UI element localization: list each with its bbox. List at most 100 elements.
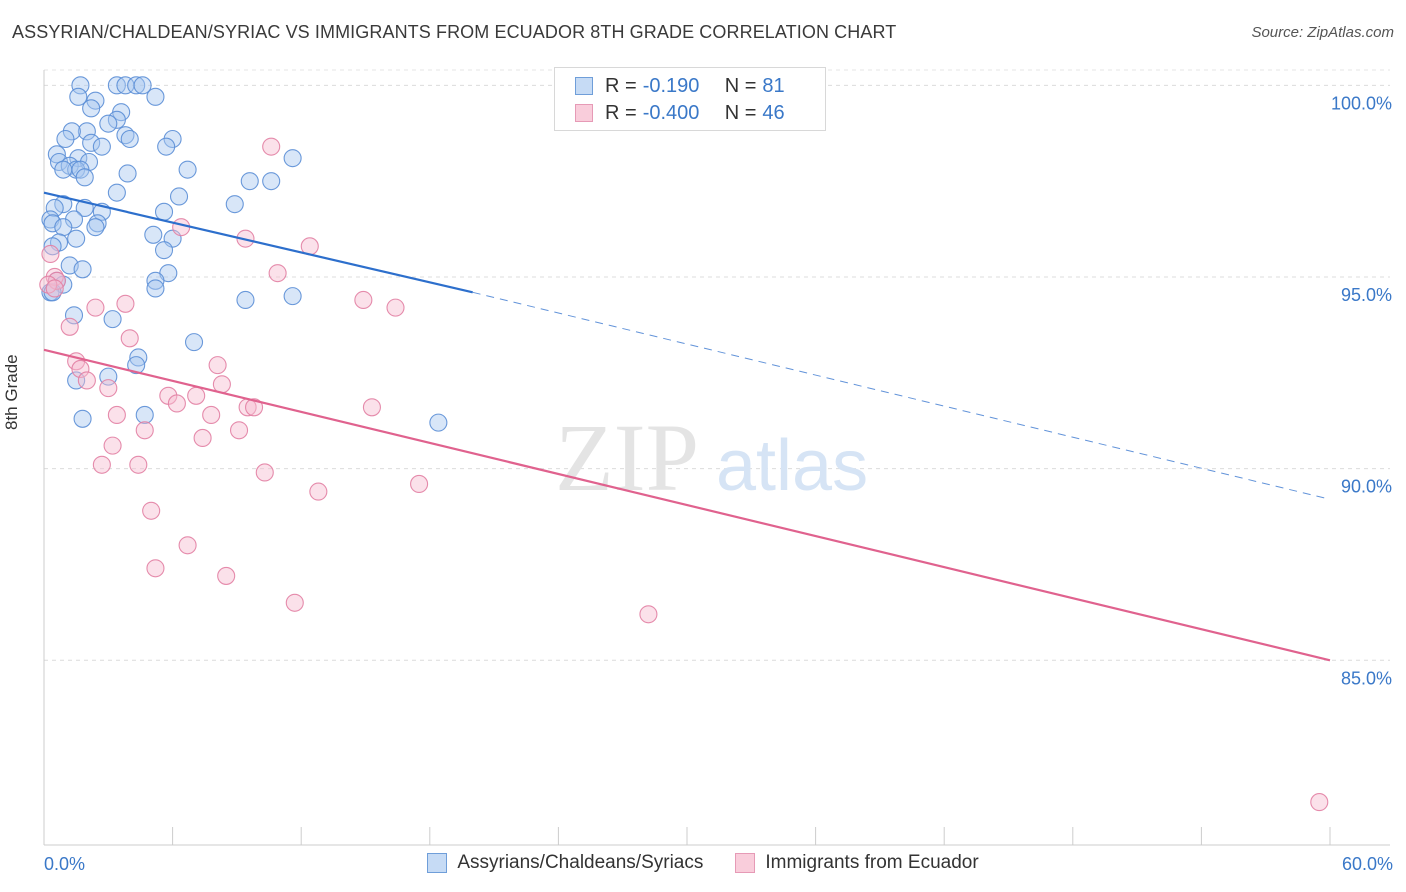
point-ecuador (187, 386, 206, 405)
point-ecuador (386, 298, 405, 317)
point-ecuador (410, 474, 429, 493)
point-assyrian (169, 187, 189, 206)
point-assyrian (225, 195, 244, 214)
point-assyrian (127, 356, 146, 375)
point-ecuador (309, 482, 328, 501)
legend-n-value: 46 (762, 101, 785, 124)
point-ecuador (285, 593, 304, 612)
point-assyrian (120, 129, 139, 149)
watermark-zip: ZIP (555, 404, 699, 511)
point-ecuador (208, 356, 227, 375)
point-assyrian (240, 172, 259, 191)
gridlines (44, 69, 1390, 661)
point-assyrian (107, 183, 126, 202)
series-swatch-blue (427, 853, 448, 873)
legend-swatch-pink (575, 104, 593, 122)
point-assyrian (86, 218, 105, 237)
point-ecuador (116, 294, 135, 313)
point-assyrian (47, 145, 66, 164)
point-ecuador (47, 271, 66, 290)
legend-r-value: -0.400 (642, 101, 700, 124)
watermark: ZIP atlas (555, 404, 868, 511)
point-ecuador (45, 279, 64, 298)
point-ecuador (244, 398, 264, 417)
legend-n-label: N = (724, 101, 757, 124)
x-tick-label: 0.0% (44, 854, 85, 874)
point-ecuador (354, 290, 373, 310)
point-ecuador (60, 317, 79, 336)
point-assyrian (144, 225, 163, 244)
legend-row-ecuador: R = -0.400 N = 46 (575, 100, 785, 126)
axes (43, 70, 1390, 846)
point-assyrian (54, 195, 73, 214)
point-assyrian (283, 149, 302, 168)
point-assyrian (69, 87, 88, 106)
point-ecuador (120, 329, 139, 348)
source-label: Source: ZipAtlas.com (1251, 24, 1394, 41)
point-assyrian (283, 287, 302, 306)
trend-line-assyrian-extension (472, 291, 1331, 500)
watermark-atlas: atlas (716, 426, 868, 506)
series-swatch-pink (735, 853, 756, 873)
point-ecuador (146, 559, 165, 578)
trend-line-assyrian (43, 191, 473, 294)
y-tick-label: 85.0% (1341, 668, 1392, 688)
stats-legend: R = -0.190 N = 81 R = -0.400 N = 46 (554, 67, 826, 131)
point-assyrian (43, 237, 62, 256)
series-legend-label: Immigrants from Ecuador (765, 852, 979, 873)
point-ecuador (178, 536, 197, 555)
series-legend-item: Immigrants from Ecuador (735, 852, 979, 874)
chart-title: ASSYRIAN/CHALDEAN/SYRIAC VS IMMIGRANTS F… (12, 22, 897, 42)
point-ecuador (193, 428, 212, 448)
point-assyrian (429, 413, 448, 432)
point-assyrian (54, 160, 73, 179)
point-assyrian (154, 202, 174, 221)
point-assyrian (178, 160, 197, 179)
point-assyrian (56, 129, 75, 149)
point-ecuador (99, 379, 118, 398)
legend-r-label: R = (605, 101, 637, 124)
point-ecuador (262, 137, 281, 156)
point-assyrian (62, 122, 81, 141)
series-legend: Assyrians/Chaldeans/Syriacs Immigrants f… (0, 852, 1406, 874)
legend-n-label: N = (724, 74, 757, 97)
point-ecuador (268, 264, 287, 283)
point-assyrian (99, 114, 118, 133)
legend-n-value: 81 (762, 74, 785, 97)
point-ecuador (71, 359, 90, 379)
point-assyrian (135, 405, 154, 425)
point-assyrian (73, 260, 92, 279)
y-tick-label: 90.0% (1341, 477, 1392, 497)
data-points (39, 76, 1329, 812)
point-ecuador (103, 436, 122, 455)
point-assyrian (262, 172, 281, 191)
point-assyrian (45, 198, 64, 218)
point-assyrian (146, 271, 165, 290)
point-ecuador (86, 298, 105, 317)
legend-r-label: R = (605, 74, 637, 97)
point-assyrian (82, 99, 101, 118)
point-ecuador (202, 405, 221, 425)
point-assyrian (127, 76, 146, 95)
point-assyrian (71, 76, 90, 95)
trend-line-ecuador (43, 348, 1331, 662)
point-assyrian (163, 129, 182, 149)
point-ecuador (1310, 793, 1329, 812)
x-tick-label: 60.0% (1342, 854, 1393, 874)
point-ecuador (41, 244, 60, 264)
point-assyrian (64, 306, 84, 325)
series-legend-label: Assyrians/Chaldeans/Syriacs (457, 852, 704, 873)
point-assyrian (107, 110, 126, 129)
point-assyrian (146, 279, 165, 298)
point-assyrian (67, 229, 86, 248)
point-ecuador (167, 394, 186, 413)
point-assyrian (92, 137, 111, 156)
point-assyrian (103, 310, 122, 329)
point-ecuador (142, 501, 161, 520)
point-assyrian (133, 76, 152, 95)
point-ecuador (172, 218, 191, 237)
point-assyrian (118, 164, 137, 183)
legend-swatch-blue (575, 77, 593, 95)
point-ecuador (217, 566, 236, 585)
tick-labels: 85.0% 90.0% 95.0% 100.0% 0.0% 60.0% (44, 93, 1393, 874)
